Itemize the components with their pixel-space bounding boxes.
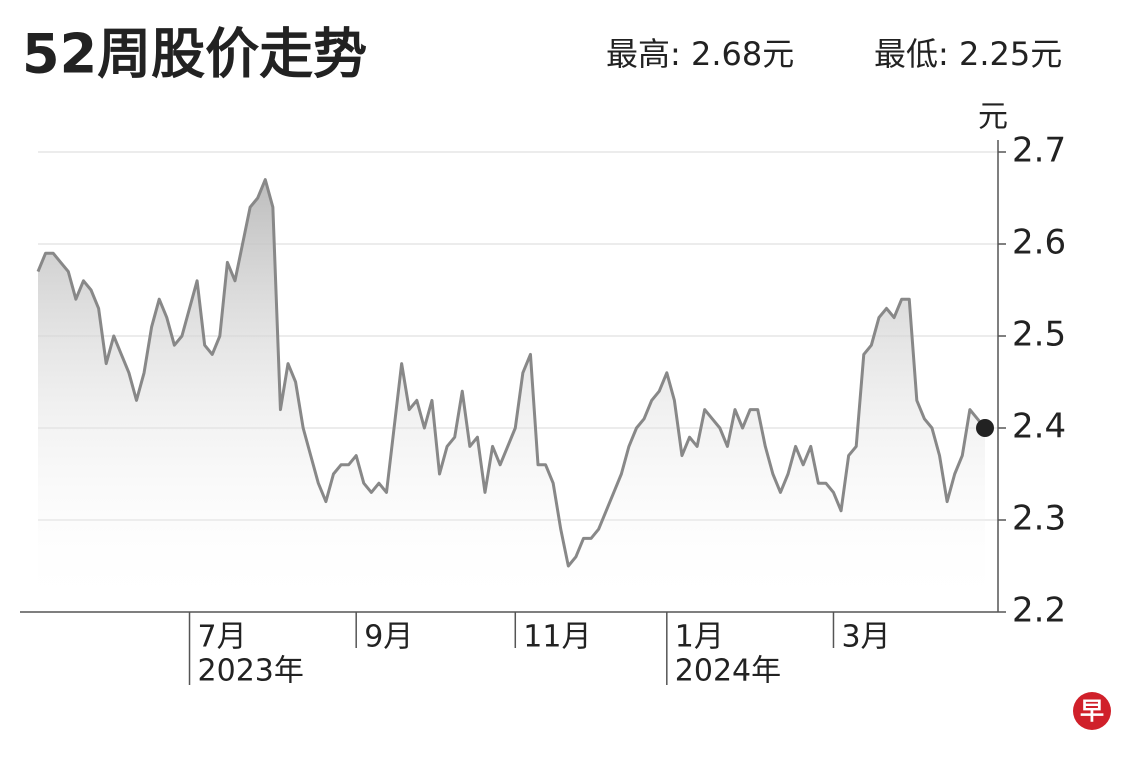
y-tick-label: 2.5	[1012, 315, 1066, 355]
price-line	[36, 178, 987, 568]
x-tick-label: 1月	[675, 620, 724, 655]
chart-title: 52周股价走势	[22, 23, 367, 86]
y-tick-label: 2.6	[1012, 223, 1066, 263]
y-tick-label: 2.2	[1012, 591, 1066, 631]
y-tick-label: 2.3	[1012, 499, 1066, 539]
y-tick-label: 2.4	[1012, 407, 1066, 447]
low-label: 最低: 2.25元	[874, 35, 1062, 73]
x-year-label: 2023年	[198, 654, 304, 689]
x-year-label: 2024年	[675, 654, 781, 689]
x-tick-label: 3月	[841, 620, 890, 655]
y-unit: 元	[978, 100, 1008, 135]
x-tick-label: 9月	[364, 620, 413, 655]
x-tick-label: 7月	[198, 620, 247, 655]
logo-badge	[1073, 692, 1111, 730]
y-tick-label: 2.7	[1012, 131, 1066, 171]
last-price-dot	[976, 419, 994, 437]
x-tick-label: 11月	[523, 620, 591, 655]
logo: 早	[1080, 697, 1104, 725]
high-label: 最高: 2.68元	[606, 35, 794, 73]
